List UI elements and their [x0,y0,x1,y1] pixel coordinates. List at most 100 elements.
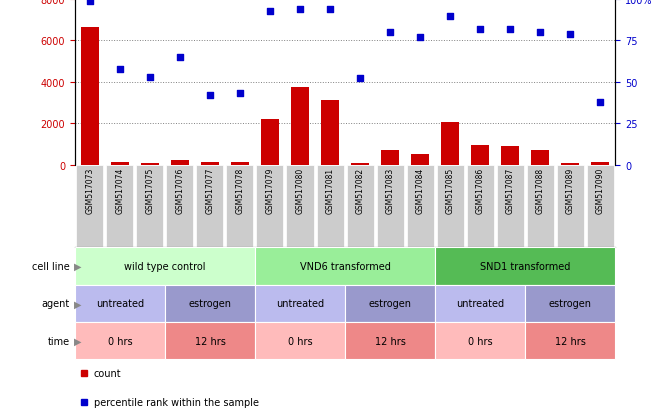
Bar [167,165,193,248]
Bar [231,162,249,165]
Bar [165,322,255,359]
Text: 0 hrs: 0 hrs [107,336,132,346]
Bar [467,165,493,248]
Text: agent: agent [41,299,70,309]
Bar [587,165,614,248]
Text: 12 hrs: 12 hrs [555,336,586,346]
Text: GSM517085: GSM517085 [445,168,454,214]
Bar [316,165,344,248]
Point [325,7,335,13]
Bar [321,101,339,165]
Bar [527,165,553,248]
Bar [286,165,314,248]
Bar [525,322,615,359]
Bar [106,165,133,248]
Bar [557,165,584,248]
Point [115,66,125,73]
Text: GSM517074: GSM517074 [115,168,124,214]
Bar [75,322,165,359]
Text: 0 hrs: 0 hrs [288,336,312,346]
Bar [561,164,579,165]
Bar [165,285,255,322]
Bar [351,164,369,165]
Text: GSM517083: GSM517083 [385,168,395,214]
Bar [345,322,435,359]
Bar [261,120,279,165]
Point [505,26,516,33]
Point [445,13,455,20]
Bar [81,28,99,165]
Bar [255,248,435,285]
Text: untreated: untreated [276,299,324,309]
Point [265,8,275,15]
Bar [497,165,523,248]
Bar [171,161,189,165]
Bar [376,165,404,248]
Text: GSM517079: GSM517079 [266,168,275,214]
Bar [141,164,159,165]
Bar [411,155,429,165]
Text: GSM517084: GSM517084 [415,168,424,214]
Bar [345,285,435,322]
Bar [525,285,615,322]
Bar [227,165,253,248]
Text: GSM517088: GSM517088 [536,168,545,214]
Text: count: count [94,368,121,378]
Bar [76,165,104,248]
Bar [381,151,399,165]
Text: estrogen: estrogen [368,299,411,309]
Bar [75,248,255,285]
Bar [137,165,163,248]
Point [355,76,365,83]
Text: GSM517075: GSM517075 [145,168,154,214]
Text: GSM517076: GSM517076 [175,168,184,214]
Text: untreated: untreated [96,299,144,309]
Bar [591,162,609,165]
Bar [441,123,459,165]
Text: ▶: ▶ [74,299,81,309]
Text: VND6 transformed: VND6 transformed [299,261,391,271]
Text: GSM517082: GSM517082 [355,168,365,214]
Bar [291,88,309,165]
Text: cell line: cell line [32,261,70,271]
Bar [407,165,434,248]
Point [174,55,185,61]
Text: 0 hrs: 0 hrs [468,336,492,346]
Text: estrogen: estrogen [549,299,592,309]
Point [235,91,245,97]
Point [415,35,425,41]
Point [475,26,485,33]
Bar [197,165,223,248]
Text: GSM517086: GSM517086 [476,168,484,214]
Point [535,30,546,36]
Bar [346,165,374,248]
Point [85,0,95,5]
Bar [255,322,345,359]
Bar [435,322,525,359]
Point [565,31,575,38]
Text: untreated: untreated [456,299,504,309]
Point [385,30,395,36]
Text: SND1 transformed: SND1 transformed [480,261,570,271]
Point [145,74,155,81]
Bar [501,147,519,165]
Text: percentile rank within the sample: percentile rank within the sample [94,397,258,407]
Text: GSM517090: GSM517090 [596,168,605,214]
Text: GSM517078: GSM517078 [236,168,245,214]
Bar [201,162,219,165]
Bar [471,145,489,165]
Text: time: time [48,336,70,346]
Bar [255,285,345,322]
Text: ▶: ▶ [74,261,81,271]
Bar [256,165,283,248]
Text: ▶: ▶ [74,336,81,346]
Text: GSM517081: GSM517081 [326,168,335,214]
Text: GSM517077: GSM517077 [206,168,214,214]
Text: GSM517080: GSM517080 [296,168,305,214]
Bar [435,285,525,322]
Bar [435,248,615,285]
Bar [111,162,129,165]
Point [595,99,605,106]
Bar [437,165,464,248]
Point [295,7,305,13]
